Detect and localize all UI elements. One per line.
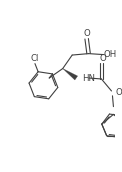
Text: OH: OH — [104, 50, 117, 59]
Text: O: O — [115, 88, 122, 97]
Text: O: O — [99, 54, 106, 63]
Text: Cl: Cl — [31, 54, 39, 63]
Polygon shape — [63, 69, 78, 80]
Text: HN: HN — [82, 73, 95, 83]
Text: O: O — [83, 29, 90, 38]
